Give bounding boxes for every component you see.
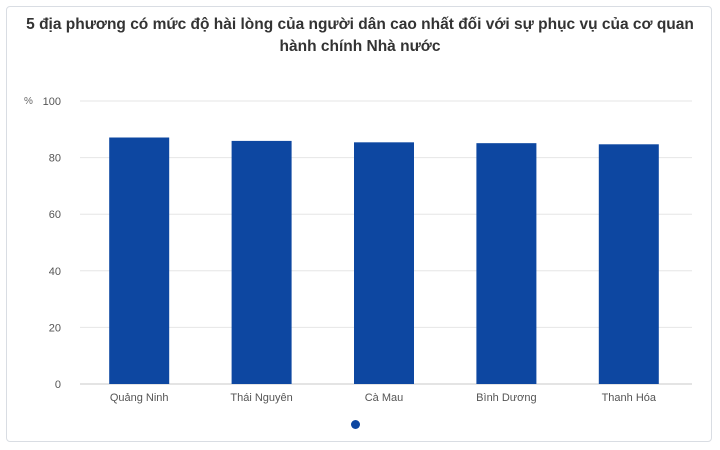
bar[interactable] (231, 140, 292, 384)
y-tick-label: 0 (55, 379, 61, 391)
pagination-dot-active[interactable] (351, 420, 360, 429)
bars (109, 137, 659, 384)
y-axis-ticks: 0 20 40 60 80 100 (43, 96, 61, 391)
chart-title: 5 địa phương có mức độ hài lòng của ngườ… (26, 16, 694, 55)
x-tick-label: Thanh Hóa (602, 392, 657, 404)
bar[interactable] (476, 143, 537, 384)
y-tick-label: 20 (49, 322, 61, 334)
x-axis-ticks: Quảng Ninh Thái Nguyên Cà Mau Bình Dương Tha… (110, 392, 657, 404)
x-tick-label: Thái Nguyên (230, 392, 292, 404)
y-axis-unit-label: % (24, 96, 33, 107)
y-tick-label: 100 (43, 96, 61, 108)
y-tick-label: 80 (49, 153, 61, 165)
x-tick-label: Bình Dương (476, 392, 536, 404)
bar[interactable] (109, 137, 170, 384)
y-tick-label: 60 (49, 209, 61, 221)
bar[interactable] (354, 142, 414, 384)
x-tick-label: Cà Mau (365, 392, 404, 404)
bar[interactable] (598, 144, 659, 384)
x-tick-label: Quảng Ninh (110, 392, 169, 404)
y-tick-label: 40 (49, 266, 61, 278)
